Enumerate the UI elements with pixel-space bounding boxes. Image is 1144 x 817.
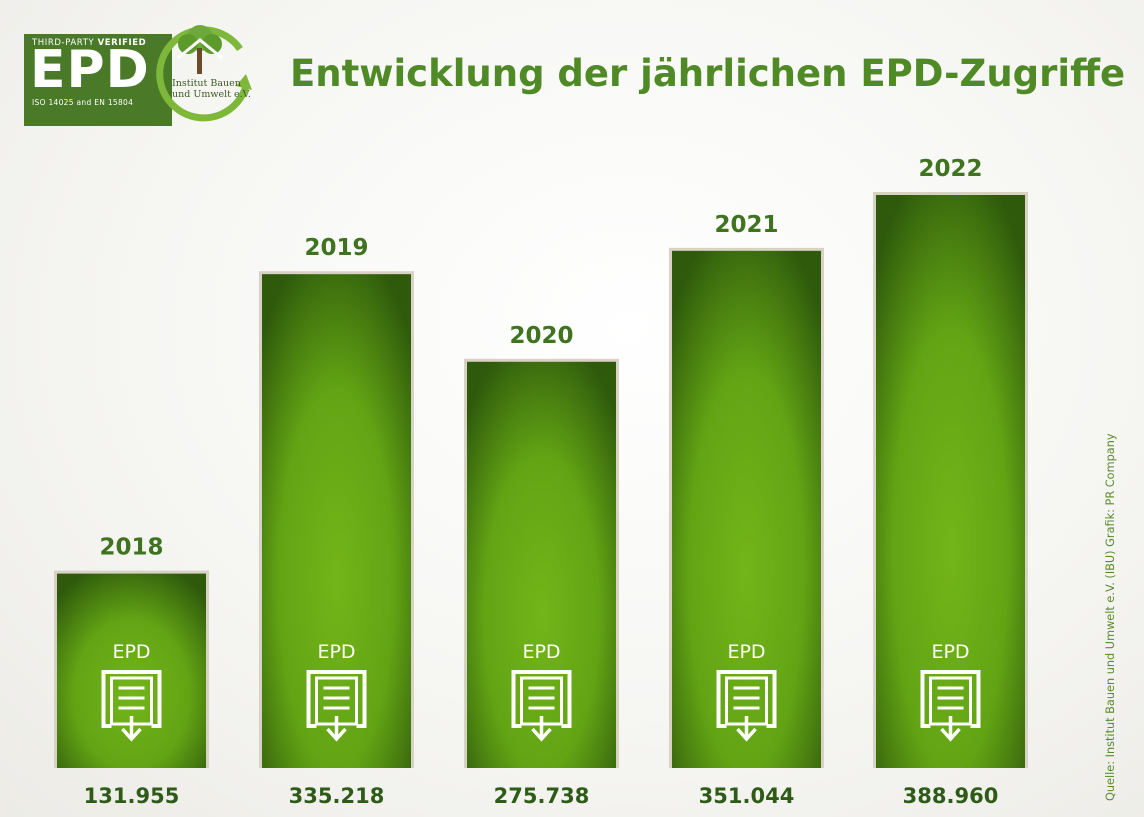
year-label: 2019: [304, 235, 368, 261]
bar-group-2022: 2022 388.960 EPD: [873, 156, 1028, 808]
value-label: 275.738: [494, 784, 590, 808]
badge-iso-text: ISO 14025 and EN 15804: [32, 98, 134, 107]
document-download-icon: EPD: [511, 641, 572, 742]
tree-house-logo-icon: [156, 25, 252, 122]
bar: [467, 361, 616, 768]
institute-name: Institut Bauen und Umwelt e.V.: [172, 78, 251, 100]
chart-title: Entwicklung der jährlichen EPD-Zugriffe: [290, 52, 1126, 95]
value-label: 388.960: [903, 784, 999, 808]
document-download-icon: EPD: [716, 641, 777, 742]
document-download-icon: EPD: [920, 641, 981, 742]
year-label: 2022: [918, 156, 982, 182]
bar: [876, 195, 1025, 768]
epd-icon-label: EPD: [727, 641, 765, 663]
epd-icon-label: EPD: [317, 641, 355, 663]
bar-group-2018: 2018 131.955 EPD: [54, 535, 209, 808]
badge-epd-text: EPD: [30, 40, 150, 100]
value-label: 131.955: [84, 784, 180, 808]
epd-icon-label: EPD: [112, 641, 150, 663]
badge-box: [24, 34, 172, 126]
bar: [262, 274, 411, 768]
document-download-icon: EPD: [306, 641, 367, 742]
year-label: 2018: [99, 535, 163, 561]
document-download-icon: EPD: [101, 641, 162, 742]
badge-top-text: THIRD-PARTY VERIFIED: [32, 38, 147, 48]
bar-group-2021: 2021 351.044 EPD: [669, 212, 824, 808]
epd-verified-badge: THIRD-PARTY VERIFIED EPD ISO 14025 and E…: [24, 14, 254, 126]
value-label: 335.218: [289, 784, 385, 808]
bar-group-2019: 2019 335.218 EPD: [259, 235, 414, 808]
epd-icon-label: EPD: [522, 641, 560, 663]
bar: [672, 250, 821, 768]
source-credit: Quelle: Institut Bauen und Umwelt e.V. (…: [1104, 433, 1117, 801]
epd-icon-label: EPD: [931, 641, 969, 663]
year-label: 2020: [509, 323, 573, 349]
bar-group-2020: 2020 275.738 EPD: [464, 323, 619, 808]
year-label: 2021: [714, 212, 778, 238]
value-label: 351.044: [699, 784, 795, 808]
